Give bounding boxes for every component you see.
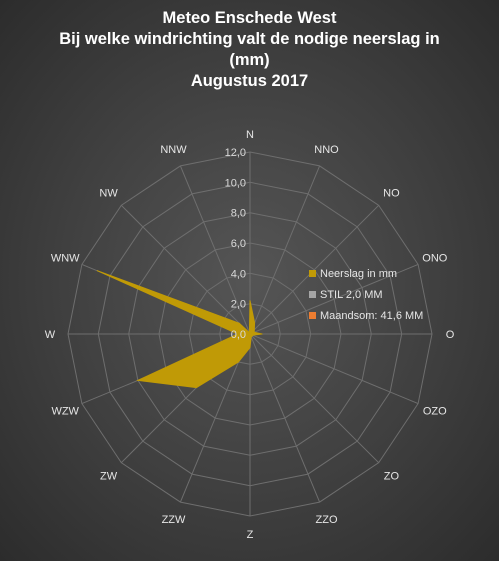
grid-spoke (249, 333, 380, 464)
grid-spoke (249, 333, 321, 503)
data-point (249, 347, 251, 349)
direction-label: WZW (51, 406, 79, 418)
legend-swatch (309, 270, 316, 277)
data-point (238, 322, 240, 324)
direction-label: NNO (314, 144, 339, 156)
axis-tick-label: 12,0 (225, 147, 246, 159)
data-point (252, 334, 254, 336)
data-point (248, 332, 250, 334)
data-point (96, 270, 98, 272)
chart-title-line-2: Bij welke windrichting valt de nodige ne… (59, 30, 440, 48)
direction-label: ONO (422, 253, 448, 265)
direction-label: ZW (100, 470, 118, 482)
direction-label: Z (247, 529, 254, 541)
data-point (250, 336, 252, 338)
axis-tick-label: 6,0 (231, 238, 246, 250)
data-point (237, 333, 239, 335)
grid-spoke (249, 333, 419, 405)
direction-label: NO (383, 188, 400, 200)
grid-spoke (249, 165, 321, 335)
direction-label: ZZO (316, 514, 338, 526)
data-point (253, 329, 255, 331)
direction-label: N (246, 129, 254, 141)
data-point (249, 300, 251, 302)
direction-label: NW (99, 188, 118, 200)
direction-label: ZO (384, 470, 400, 482)
chart-title-line-4: Augustus 2017 (190, 72, 309, 90)
direction-label: OZO (423, 406, 447, 418)
data-point (251, 335, 253, 337)
data-point (237, 361, 239, 363)
data-point (253, 331, 255, 333)
legend-swatch (309, 312, 316, 319)
direction-label: WNW (51, 253, 80, 265)
axis-tick-label: 10,0 (225, 177, 246, 189)
axis-tick-label: 8,0 (231, 208, 246, 220)
data-point (137, 379, 139, 381)
axis-tick-label: 2,0 (231, 299, 246, 311)
axis-tick-label: 0,0 (231, 329, 246, 341)
direction-label: W (45, 329, 56, 341)
data-point (254, 322, 256, 324)
grid-spoke (120, 204, 251, 335)
legend-label: Maandsom: 41,6 MM (320, 310, 423, 322)
data-point (261, 333, 263, 335)
legend-swatch (309, 291, 316, 298)
grid-spoke (249, 204, 380, 335)
grid-spoke (179, 165, 251, 335)
grid-spoke (249, 263, 419, 335)
legend-label: Neerslag in mm (320, 268, 397, 280)
axis-tick-label: 4,0 (231, 268, 246, 280)
chart-title-line-1: Meteo Enschede West (162, 9, 337, 27)
chart-title: Meteo Enschede West Bij welke windrichti… (0, 8, 499, 92)
data-point (195, 387, 197, 389)
direction-label: NNW (160, 144, 187, 156)
legend-label: STIL 2,0 MM (320, 289, 383, 301)
direction-label: ZZW (162, 514, 186, 526)
chart-title-line-3: (mm) (229, 51, 270, 69)
direction-label: O (446, 329, 455, 341)
